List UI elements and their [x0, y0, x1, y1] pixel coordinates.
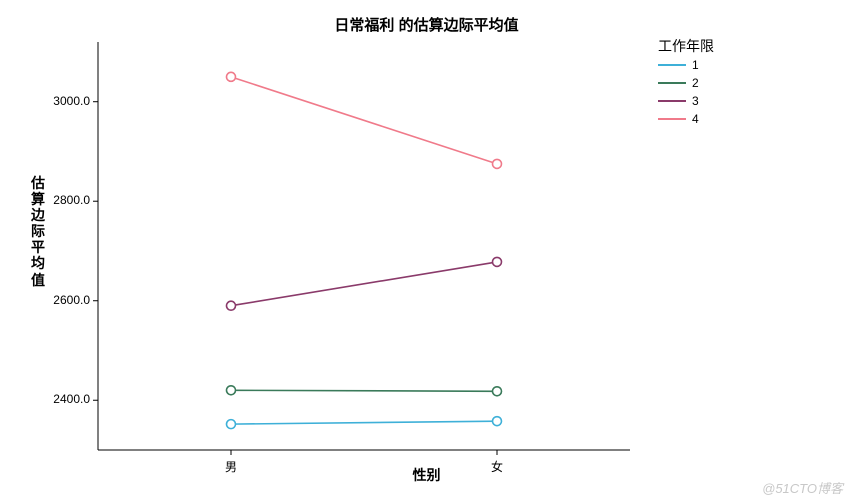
- watermark: @51CTO博客: [762, 478, 843, 497]
- legend-label: 3: [692, 94, 699, 108]
- legend-item: 2: [658, 76, 699, 90]
- x-tick-label: 男: [211, 458, 251, 475]
- plot-area: [0, 0, 853, 503]
- y-tick-label: 2600.0: [40, 293, 90, 307]
- legend-item: 1: [658, 58, 699, 72]
- x-tick-label: 女: [477, 458, 517, 475]
- legend-label: 4: [692, 112, 699, 126]
- legend-label: 2: [692, 76, 699, 90]
- y-tick-label: 3000.0: [40, 94, 90, 108]
- y-tick-label: 2800.0: [40, 193, 90, 207]
- legend-swatch: [658, 100, 686, 102]
- chart: 日常福利 的估算边际平均值 估算边际平均值 性别 工作年限 1234 2400.…: [0, 0, 853, 503]
- legend-swatch: [658, 82, 686, 84]
- legend-swatch: [658, 118, 686, 120]
- legend-item: 4: [658, 112, 699, 126]
- y-tick-label: 2400.0: [40, 392, 90, 406]
- legend-swatch: [658, 64, 686, 66]
- legend-label: 1: [692, 58, 699, 72]
- legend-title: 工作年限: [658, 36, 714, 56]
- legend-item: 3: [658, 94, 699, 108]
